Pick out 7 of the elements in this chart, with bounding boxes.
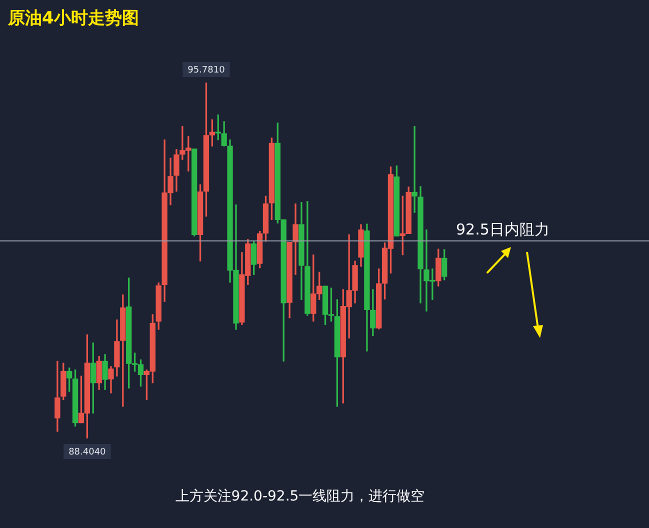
chart-title: 原油4小时走势图 <box>7 8 139 28</box>
candlestick <box>412 126 418 213</box>
candlestick <box>292 204 298 275</box>
ref-line-label: 92.5日内阻力 <box>456 220 550 238</box>
annotation: 88.4040 <box>68 447 106 458</box>
text: 上方关注92.0-92.5一线阻力，进行做空 <box>175 488 425 505</box>
annotation: 95.7810 <box>188 65 226 76</box>
